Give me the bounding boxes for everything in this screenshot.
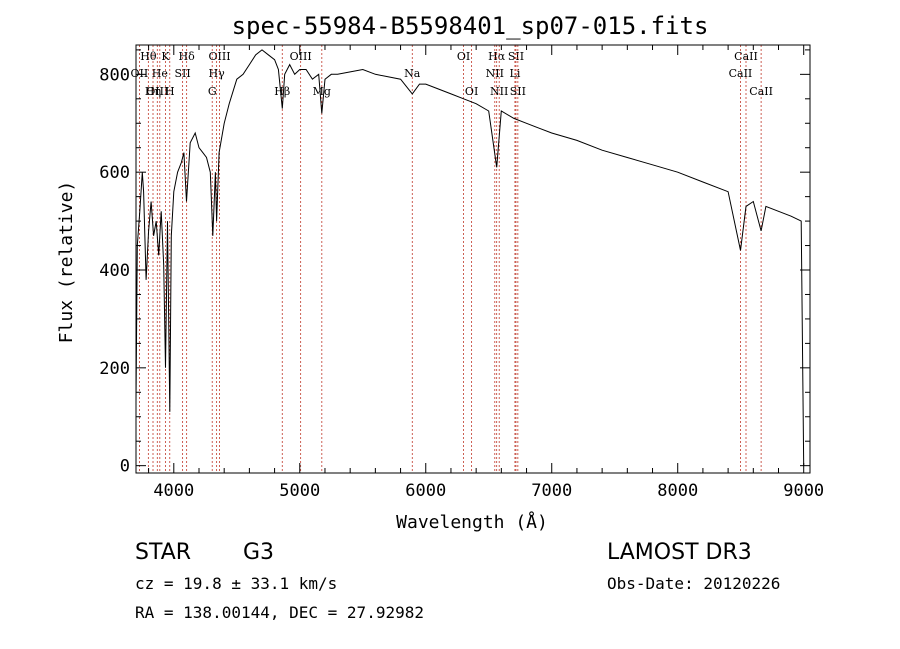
line-label: Hγ — [209, 67, 226, 80]
line-label: Li — [510, 67, 521, 80]
y-tick-label: 200 — [99, 359, 130, 379]
line-label: SII — [508, 50, 524, 63]
line-label: OIII — [208, 50, 230, 63]
y-tick-label: 800 — [99, 65, 130, 85]
line-label: OI — [465, 85, 478, 98]
y-tick-label: 400 — [99, 261, 130, 281]
y-tick-label: 600 — [99, 163, 130, 183]
line-label: CaII — [749, 85, 773, 98]
line-label: OI — [457, 50, 470, 63]
line-label: G — [208, 85, 217, 98]
y-axis-label: Flux (relative) — [56, 181, 77, 344]
line-label: Hδ — [179, 50, 196, 63]
line-label: Hθ — [140, 50, 157, 63]
x-tick-label: 4000 — [153, 481, 194, 501]
y-tick-label: 0 — [120, 457, 130, 477]
cz-value: cz = 19.8 ± 33.1 km/s — [135, 574, 338, 593]
line-label: H — [165, 85, 175, 98]
x-tick-label: 7000 — [531, 481, 572, 501]
x-tick-label: 6000 — [405, 481, 446, 501]
line-label: OII — [131, 67, 149, 80]
line-label: NII — [490, 85, 508, 98]
line-label: OIII — [290, 50, 312, 63]
line-label: CaII — [734, 50, 758, 63]
line-label: OIII — [146, 85, 168, 98]
line-label: K — [161, 50, 170, 63]
x-axis: 4000 5000 6000 7000 8000 9000 — [148, 45, 824, 501]
x-tick-label: 8000 — [657, 481, 698, 501]
x-axis-label: Wavelength (Å) — [396, 511, 548, 533]
line-label: Hα — [488, 50, 506, 63]
spectrum-line — [135, 49, 805, 466]
chart-title: spec-55984-B5598401_sp07-015.fits — [232, 12, 709, 40]
subclass-label: G3 — [243, 540, 275, 565]
class-label: STAR — [135, 540, 192, 565]
line-label: CaII — [729, 67, 753, 80]
line-label: He — [152, 67, 168, 80]
plot-frame — [135, 44, 811, 474]
x-tick-label: 5000 — [279, 481, 320, 501]
line-label: Hβ — [274, 85, 290, 98]
x-tick-label: 9000 — [783, 481, 824, 501]
y-axis: 0 200 400 600 800 — [99, 49, 810, 477]
line-label: SII — [510, 85, 526, 98]
line-label: NII — [486, 67, 504, 80]
line-label: Hη — [145, 85, 161, 98]
ra-dec: RA = 138.00144, DEC = 27.92982 — [135, 603, 424, 622]
line-label: SII — [174, 67, 190, 80]
obs-date: Obs-Date: 20120226 — [607, 574, 781, 593]
line-label: Na — [404, 67, 421, 80]
line-label: Mg — [313, 85, 331, 98]
survey-label: LAMOST DR3 — [607, 540, 752, 565]
